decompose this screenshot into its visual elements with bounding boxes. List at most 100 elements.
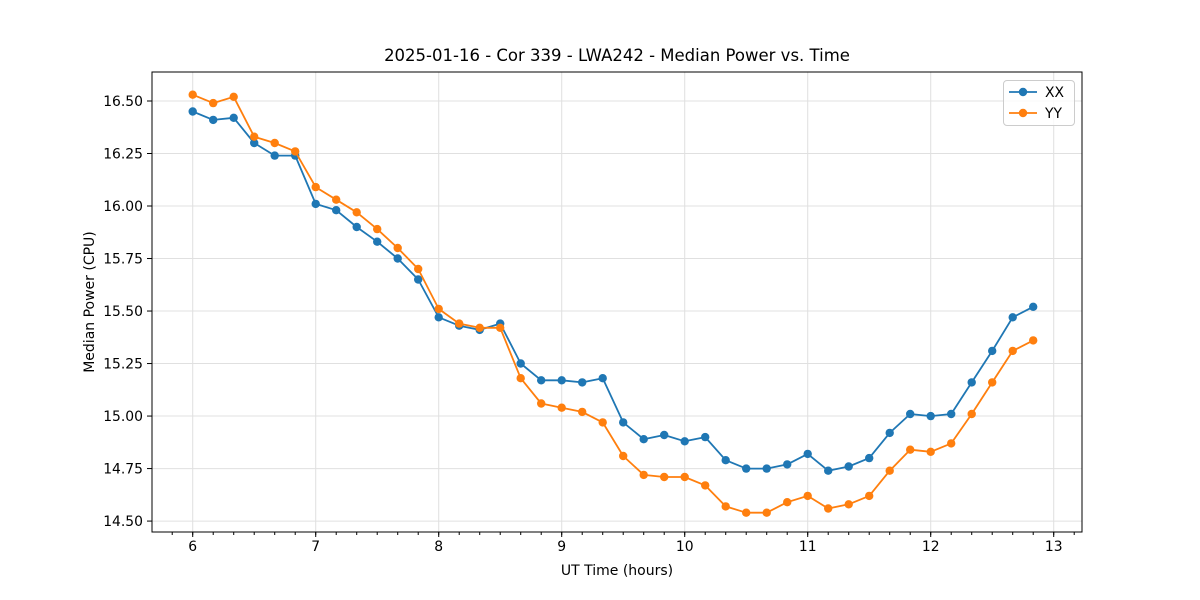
data-point-YY	[783, 498, 792, 507]
data-point-YY	[701, 481, 710, 490]
data-point-XX	[1008, 313, 1017, 322]
svg-text:15.50: 15.50	[103, 304, 143, 320]
data-point-YY	[434, 304, 443, 314]
svg-text:14.50: 14.50	[103, 514, 143, 530]
data-point-XX	[1029, 302, 1038, 311]
data-point-XX	[639, 435, 648, 444]
data-point-XX	[988, 346, 997, 356]
data-point-XX	[578, 378, 587, 387]
data-point-YY	[803, 491, 812, 501]
data-point-XX	[188, 107, 197, 116]
chart-title: 2025-01-16 - Cor 339 - LWA242 - Median P…	[384, 46, 850, 65]
data-point-XX	[680, 437, 689, 446]
data-point-XX	[967, 378, 976, 387]
data-point-YY	[906, 445, 915, 454]
data-point-XX	[947, 409, 956, 419]
data-point-YY	[947, 439, 956, 448]
data-point-XX	[619, 418, 628, 427]
legend-label: XX	[1045, 85, 1065, 101]
data-point-XX	[926, 411, 935, 421]
data-point-XX	[516, 359, 525, 368]
svg-text:16.25: 16.25	[103, 146, 143, 162]
svg-text:12: 12	[922, 539, 940, 555]
data-point-YY	[209, 98, 218, 108]
data-point-XX	[311, 199, 320, 209]
svg-text:6: 6	[188, 539, 197, 555]
data-point-XX	[373, 237, 382, 246]
legend-entry-XX: XX	[1009, 85, 1065, 101]
data-point-YY	[250, 132, 259, 141]
axis-ticks	[147, 100, 1075, 537]
x-axis-label: UT Time (hours)	[560, 563, 674, 579]
data-point-XX	[598, 374, 607, 383]
svg-text:7: 7	[311, 539, 320, 555]
svg-text:11: 11	[799, 539, 817, 555]
data-point-YY	[988, 378, 997, 387]
data-point-YY	[516, 374, 525, 383]
data-point-XX	[865, 453, 874, 463]
data-point-YY	[885, 466, 894, 475]
tick-labels: 6 7 8 9 10 11 12 13 14.50 14.75 15.00 15.25 15.50 15.…	[103, 94, 1062, 555]
data-point-YY	[660, 472, 669, 482]
data-point-XX	[393, 254, 402, 263]
data-point-YY	[393, 243, 402, 253]
data-point-YY	[332, 195, 341, 204]
data-point-XX	[434, 313, 443, 322]
data-point-YY	[578, 407, 587, 417]
data-point-YY	[270, 138, 279, 148]
series-YY	[188, 90, 1038, 517]
data-point-YY	[291, 147, 300, 156]
data-point-YY	[865, 491, 874, 501]
data-point-XX	[557, 376, 566, 385]
data-point-YY	[455, 319, 464, 328]
data-point-YY	[844, 500, 853, 509]
series-XX	[188, 107, 1038, 475]
data-point-XX	[783, 460, 792, 469]
data-point-XX	[844, 462, 853, 471]
svg-text:16.50: 16.50	[103, 94, 143, 110]
data-point-YY	[742, 508, 751, 517]
svg-text:14.75: 14.75	[103, 462, 143, 478]
data-point-YY	[1008, 346, 1017, 356]
data-point-YY	[373, 224, 382, 234]
data-point-YY	[824, 504, 833, 513]
data-point-XX	[270, 151, 279, 160]
data-point-XX	[762, 464, 771, 473]
data-point-XX	[660, 430, 669, 440]
data-point-YY	[537, 399, 546, 408]
data-point-YY	[967, 409, 976, 419]
svg-text:16.00: 16.00	[103, 199, 143, 215]
data-point-XX	[824, 466, 833, 475]
data-point-YY	[188, 90, 197, 99]
data-point-YY	[496, 323, 505, 332]
svg-text:8: 8	[434, 539, 443, 555]
data-point-XX	[906, 409, 915, 419]
data-point-XX	[414, 275, 423, 284]
data-point-XX	[742, 464, 751, 473]
data-point-XX	[352, 222, 361, 232]
legend-marker-icon	[1018, 108, 1028, 118]
legend-label: YY	[1044, 106, 1062, 122]
data-point-XX	[701, 432, 710, 442]
data-point-XX	[250, 138, 259, 148]
data-point-XX	[229, 113, 238, 123]
data-point-XX	[209, 115, 218, 125]
data-point-YY	[639, 470, 648, 480]
data-point-YY	[229, 92, 238, 102]
data-point-XX	[803, 449, 812, 459]
data-point-XX	[721, 456, 730, 465]
data-point-YY	[1029, 336, 1038, 345]
data-point-YY	[926, 447, 935, 456]
data-point-YY	[598, 418, 607, 427]
data-point-YY	[762, 508, 771, 517]
legend-entry-YY: YY	[1009, 106, 1062, 122]
svg-text:15.00: 15.00	[103, 409, 143, 425]
legend-marker-icon	[1018, 87, 1028, 97]
data-point-YY	[414, 264, 423, 274]
data-point-YY	[311, 182, 320, 192]
data-point-YY	[619, 451, 628, 461]
data-point-YY	[680, 472, 689, 482]
data-point-XX	[885, 428, 894, 438]
